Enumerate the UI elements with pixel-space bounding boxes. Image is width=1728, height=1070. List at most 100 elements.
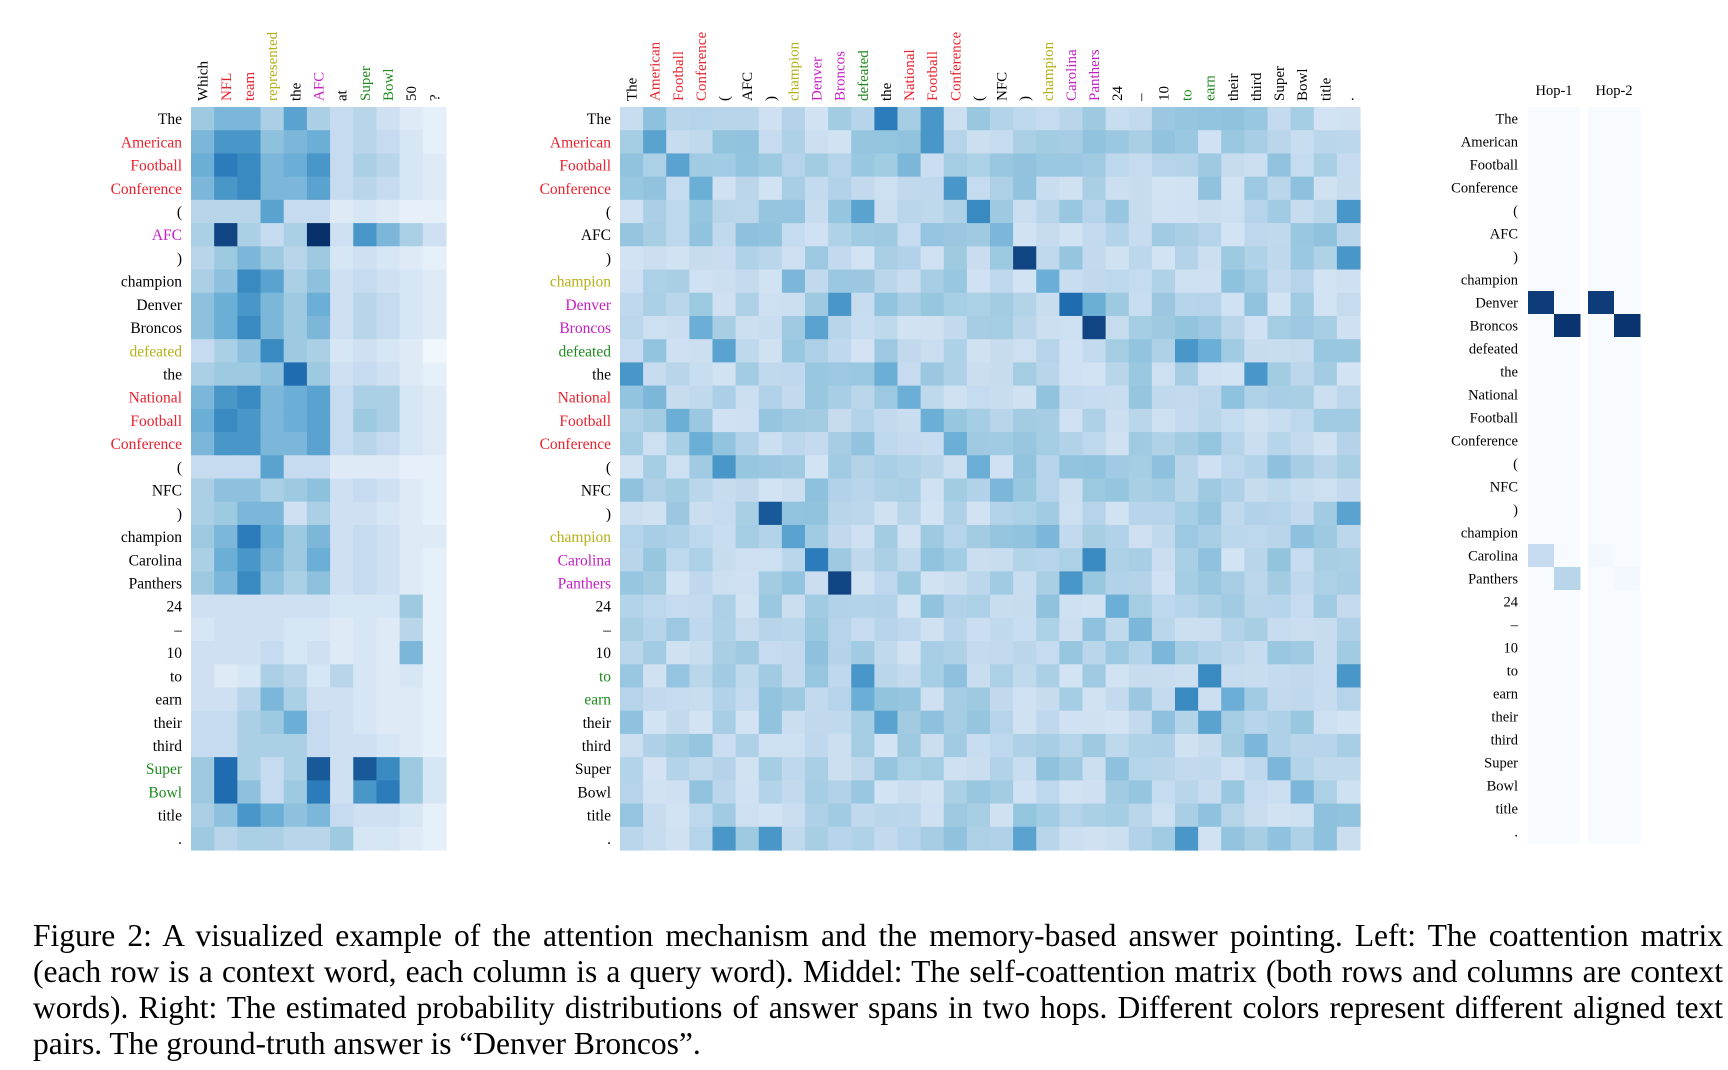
- heatmap-cell: [1336, 107, 1361, 131]
- heatmap-cell: [376, 269, 401, 294]
- heatmap-cell: [1151, 478, 1176, 503]
- heatmap-cell: [897, 571, 922, 596]
- heatmap-cell: [376, 130, 401, 155]
- heatmap-cell: [399, 176, 424, 201]
- heatmap-cell: [191, 733, 215, 758]
- heatmap-cell: [1036, 594, 1060, 619]
- heatmap-cell: [620, 432, 644, 456]
- heatmap-cell: [1105, 176, 1130, 201]
- heatmap-cell: [330, 571, 354, 596]
- heatmap-cell: [1290, 153, 1315, 178]
- heatmap-cell: [920, 826, 945, 851]
- heatmap-cell: [1267, 292, 1292, 317]
- heatmap-cell: [943, 455, 968, 480]
- row-label-conference: Conference: [540, 181, 612, 198]
- row-label-champion: champion: [550, 529, 611, 546]
- heatmap-cell: [689, 733, 714, 758]
- heatmap-cell: [620, 176, 644, 201]
- heatmap-cell: [966, 107, 991, 131]
- heatmap-cell: [758, 687, 783, 712]
- row-label-carolina: Carolina: [1468, 549, 1518, 565]
- heatmap-cell: [353, 339, 378, 364]
- row-label-punct: ): [606, 506, 611, 523]
- heatmap-cell: [990, 269, 1014, 294]
- column-label-at: at: [335, 89, 351, 101]
- heatmap-cell: [990, 176, 1014, 201]
- heatmap-cell: [990, 571, 1014, 596]
- heatmap-cell: [1175, 757, 1199, 781]
- span-end-cell: [1554, 314, 1581, 338]
- heatmap-cell: [376, 641, 401, 665]
- heatmap-cell: [1105, 385, 1130, 410]
- heatmap-cell: [1151, 757, 1176, 781]
- heatmap-cell: [237, 733, 262, 758]
- heatmap-cell: [1059, 315, 1084, 340]
- column-label-punct: ): [1018, 96, 1034, 101]
- heatmap-cell: [191, 780, 215, 805]
- heatmap-cell: [283, 501, 308, 526]
- heatmap-cell: [1221, 130, 1245, 155]
- heatmap-cell: [1059, 641, 1084, 665]
- heatmap-cell: [1221, 524, 1245, 549]
- heatmap-cell: [828, 594, 852, 619]
- heatmap-cell: [260, 153, 285, 178]
- heatmap-cell: [643, 246, 667, 271]
- heatmap-cell: [1082, 594, 1107, 619]
- heatmap-cell: [943, 362, 968, 387]
- heatmap-cell: [712, 362, 737, 387]
- heatmap-cell: [828, 292, 852, 317]
- row-label-national: National: [129, 390, 182, 407]
- row-label-title: title: [158, 808, 182, 825]
- heatmap-cell: [376, 687, 401, 712]
- heatmap-cell: [1082, 432, 1107, 456]
- heatmap-cell: [666, 176, 690, 201]
- heatmap-cell: [330, 292, 354, 317]
- heatmap-cell: [874, 107, 899, 131]
- heatmap-cell: [966, 664, 991, 689]
- span-end-cell: [1614, 406, 1641, 430]
- heatmap-cell: [1059, 292, 1084, 317]
- heatmap-cell: [689, 269, 714, 294]
- heatmap-cell: [1105, 246, 1130, 271]
- span-end-cell: [1614, 751, 1641, 775]
- heatmap-cell: [689, 687, 714, 712]
- span-start-cell: [1588, 337, 1615, 361]
- heatmap-cell: [1336, 246, 1361, 271]
- heatmap-cell: [1013, 594, 1037, 619]
- heatmap-cell: [1036, 176, 1060, 201]
- heatmap-cell: [990, 594, 1014, 619]
- heatmap-cell: [1175, 780, 1199, 805]
- heatmap-cell: [828, 524, 852, 549]
- heatmap-cell: [966, 478, 991, 503]
- heatmap-cell: [643, 478, 667, 503]
- heatmap-cell: [990, 733, 1014, 758]
- heatmap-cell: [943, 246, 968, 271]
- heatmap-cell: [712, 339, 737, 364]
- heatmap-cell: [666, 432, 690, 456]
- heatmap-cell: [920, 269, 945, 294]
- heatmap-cell: [1128, 432, 1153, 456]
- span-start-cell: [1588, 797, 1615, 821]
- heatmap-cell: [874, 478, 899, 503]
- heatmap-cell: [735, 153, 760, 178]
- heatmap-cell: [828, 176, 852, 201]
- heatmap-cell: [1128, 803, 1153, 828]
- heatmap-cell: [897, 664, 922, 689]
- heatmap-cell: [1105, 269, 1130, 294]
- span-end-cell: [1554, 567, 1581, 591]
- row-label-champion: champion: [121, 274, 182, 291]
- heatmap-cell: [1128, 571, 1153, 596]
- heatmap-cell: [283, 687, 308, 712]
- heatmap-cell: [1036, 292, 1060, 317]
- heatmap-cell: [805, 617, 829, 642]
- row-label-football: Football: [1470, 158, 1518, 174]
- heatmap-cell: [643, 176, 667, 201]
- heatmap-cell: [376, 455, 401, 480]
- heatmap-cell: [1198, 153, 1222, 178]
- heatmap-cell: [990, 130, 1014, 155]
- heatmap-cell: [1244, 664, 1269, 689]
- heatmap-cell: [1151, 501, 1176, 526]
- heatmap-cell: [1175, 107, 1199, 131]
- heatmap-cell: [666, 501, 690, 526]
- heatmap-cell: [237, 385, 262, 410]
